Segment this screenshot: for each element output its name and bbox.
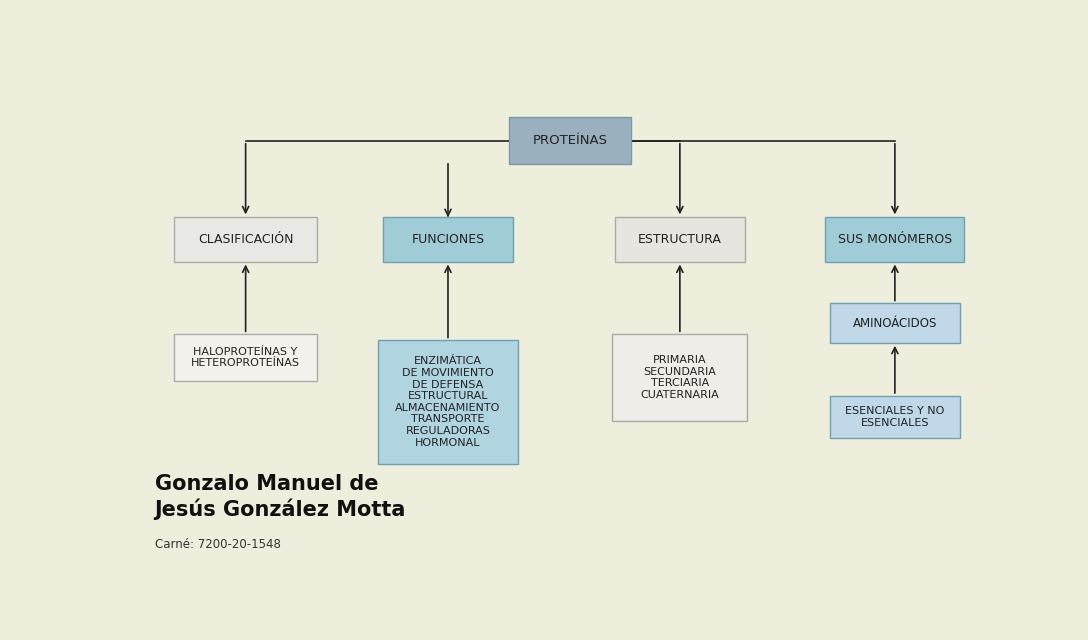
FancyBboxPatch shape: [826, 217, 964, 262]
FancyBboxPatch shape: [829, 396, 961, 438]
Text: PROTEÍNAS: PROTEÍNAS: [533, 134, 608, 147]
Text: PRIMARIA
SECUNDARIA
TERCIARIA
CUATERNARIA: PRIMARIA SECUNDARIA TERCIARIA CUATERNARI…: [641, 355, 719, 400]
Text: ENZIMÁTICA
DE MOVIMIENTO
DE DEFENSA
ESTRUCTURAL
ALMACENAMIENTO
TRANSPORTE
REGULA: ENZIMÁTICA DE MOVIMIENTO DE DEFENSA ESTR…: [395, 356, 500, 447]
FancyBboxPatch shape: [174, 217, 318, 262]
Text: AMINOÁCIDOS: AMINOÁCIDOS: [853, 317, 937, 330]
Text: FUNCIONES: FUNCIONES: [411, 233, 484, 246]
FancyBboxPatch shape: [509, 118, 631, 164]
Text: Carné: 7200-20-1548: Carné: 7200-20-1548: [154, 538, 281, 550]
FancyBboxPatch shape: [379, 340, 518, 463]
FancyBboxPatch shape: [615, 217, 745, 262]
FancyBboxPatch shape: [174, 334, 318, 381]
Text: ESENCIALES Y NO
ESENCIALES: ESENCIALES Y NO ESENCIALES: [845, 406, 944, 428]
Text: ESTRUCTURA: ESTRUCTURA: [638, 233, 721, 246]
Text: Gonzalo Manuel de
Jesús González Motta: Gonzalo Manuel de Jesús González Motta: [154, 474, 406, 520]
FancyBboxPatch shape: [383, 217, 514, 262]
Text: HALOPROTEÍNAS Y
HETEROPROTEÍNAS: HALOPROTEÍNAS Y HETEROPROTEÍNAS: [191, 347, 300, 369]
Text: CLASIFICACIÓN: CLASIFICACIÓN: [198, 233, 294, 246]
FancyBboxPatch shape: [613, 334, 747, 420]
FancyBboxPatch shape: [829, 303, 961, 343]
Text: SUS MONÓMEROS: SUS MONÓMEROS: [838, 233, 952, 246]
